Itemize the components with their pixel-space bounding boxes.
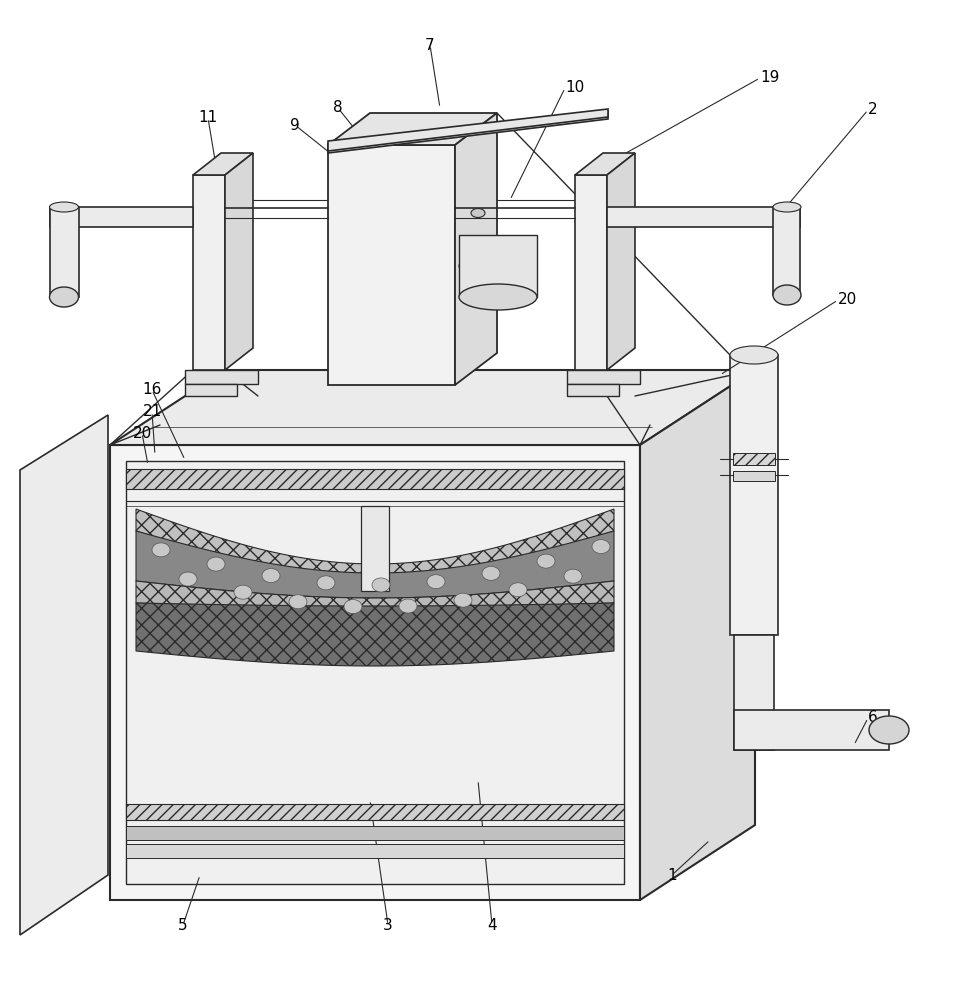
Polygon shape bbox=[607, 207, 800, 227]
Polygon shape bbox=[730, 355, 778, 635]
Polygon shape bbox=[126, 826, 624, 840]
Text: 11: 11 bbox=[199, 110, 218, 125]
Polygon shape bbox=[640, 370, 755, 900]
Ellipse shape bbox=[49, 202, 78, 212]
Polygon shape bbox=[773, 207, 800, 295]
Ellipse shape bbox=[454, 593, 472, 607]
Text: 20: 20 bbox=[838, 292, 857, 308]
Polygon shape bbox=[328, 145, 455, 385]
Polygon shape bbox=[328, 109, 608, 151]
Ellipse shape bbox=[592, 540, 610, 554]
Text: 5: 5 bbox=[178, 918, 188, 932]
Ellipse shape bbox=[459, 253, 537, 279]
Polygon shape bbox=[185, 370, 258, 384]
Ellipse shape bbox=[564, 569, 582, 583]
Polygon shape bbox=[185, 384, 237, 396]
Ellipse shape bbox=[234, 585, 252, 599]
Polygon shape bbox=[459, 235, 537, 297]
Ellipse shape bbox=[509, 583, 527, 597]
Text: 1: 1 bbox=[667, 867, 677, 882]
Ellipse shape bbox=[262, 569, 280, 583]
Polygon shape bbox=[126, 469, 624, 489]
Ellipse shape bbox=[471, 209, 485, 218]
Polygon shape bbox=[110, 370, 755, 445]
Ellipse shape bbox=[152, 543, 170, 557]
Polygon shape bbox=[567, 370, 640, 384]
Polygon shape bbox=[733, 471, 775, 481]
Polygon shape bbox=[126, 804, 624, 820]
Polygon shape bbox=[575, 153, 635, 175]
Text: 6: 6 bbox=[868, 710, 878, 726]
Polygon shape bbox=[225, 153, 253, 370]
Ellipse shape bbox=[427, 575, 445, 589]
Ellipse shape bbox=[459, 284, 537, 310]
Text: 19: 19 bbox=[760, 70, 779, 86]
Ellipse shape bbox=[179, 572, 197, 586]
Polygon shape bbox=[126, 844, 624, 858]
Text: 3: 3 bbox=[383, 918, 393, 932]
Ellipse shape bbox=[289, 595, 307, 609]
Polygon shape bbox=[361, 506, 389, 591]
Polygon shape bbox=[567, 384, 619, 396]
Polygon shape bbox=[734, 635, 774, 750]
Polygon shape bbox=[193, 153, 253, 175]
Polygon shape bbox=[50, 207, 193, 227]
Polygon shape bbox=[126, 461, 624, 884]
Polygon shape bbox=[328, 113, 497, 145]
Polygon shape bbox=[136, 603, 614, 666]
Text: 16: 16 bbox=[143, 382, 162, 397]
Text: 10: 10 bbox=[565, 81, 584, 96]
Ellipse shape bbox=[730, 346, 778, 364]
Polygon shape bbox=[193, 175, 225, 370]
Polygon shape bbox=[455, 113, 497, 385]
Text: 9: 9 bbox=[290, 117, 300, 132]
Ellipse shape bbox=[49, 287, 78, 307]
Polygon shape bbox=[328, 111, 608, 153]
Polygon shape bbox=[50, 207, 79, 297]
Ellipse shape bbox=[372, 578, 390, 592]
Ellipse shape bbox=[773, 285, 801, 305]
Ellipse shape bbox=[773, 202, 801, 212]
Ellipse shape bbox=[869, 716, 909, 744]
Text: 7: 7 bbox=[425, 37, 435, 52]
Polygon shape bbox=[734, 710, 889, 750]
Text: 21: 21 bbox=[143, 404, 162, 420]
Text: 2: 2 bbox=[868, 103, 877, 117]
Polygon shape bbox=[136, 581, 614, 608]
Ellipse shape bbox=[207, 557, 225, 571]
Text: 8: 8 bbox=[334, 101, 343, 115]
Ellipse shape bbox=[399, 599, 417, 613]
Polygon shape bbox=[20, 415, 108, 935]
Polygon shape bbox=[607, 153, 635, 370]
Polygon shape bbox=[110, 445, 640, 900]
Ellipse shape bbox=[482, 566, 500, 580]
Ellipse shape bbox=[537, 554, 555, 568]
Text: 4: 4 bbox=[487, 918, 496, 932]
Polygon shape bbox=[136, 531, 614, 598]
Polygon shape bbox=[575, 175, 607, 370]
Ellipse shape bbox=[317, 576, 335, 590]
Polygon shape bbox=[733, 453, 775, 465]
Text: 20: 20 bbox=[132, 426, 151, 440]
Ellipse shape bbox=[344, 600, 362, 614]
Polygon shape bbox=[136, 509, 614, 578]
